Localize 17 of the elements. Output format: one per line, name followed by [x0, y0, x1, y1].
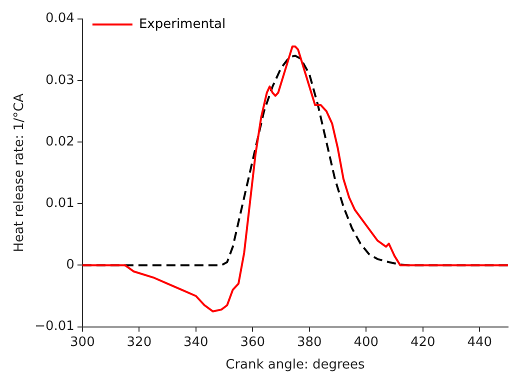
x-tick-label: 400 [354, 334, 379, 350]
y-tick-label: 0.04 [45, 11, 74, 26]
x-tick-label: 380 [296, 334, 322, 350]
x-tick-label: 420 [410, 334, 436, 350]
x-tick-label: 340 [184, 334, 208, 350]
y-tick-label: 0.03 [45, 72, 74, 88]
x-tick-label: 440 [467, 334, 492, 350]
legend-label: Experimental [138, 16, 226, 32]
y-tick-label: 0.02 [45, 134, 74, 150]
y-tick-label: −0.01 [34, 319, 74, 334]
x-tick-label: 320 [126, 334, 152, 350]
x-tick-label: 360 [240, 334, 266, 350]
y-tick-label: 0.01 [45, 196, 74, 211]
x-tick-label: 300 [70, 334, 95, 350]
x-axis-title: Crank angle: degrees [226, 358, 366, 373]
y-tick-label: 0 [66, 258, 74, 273]
y-axis-title: Heat release rate: 1/°CA [12, 93, 28, 252]
